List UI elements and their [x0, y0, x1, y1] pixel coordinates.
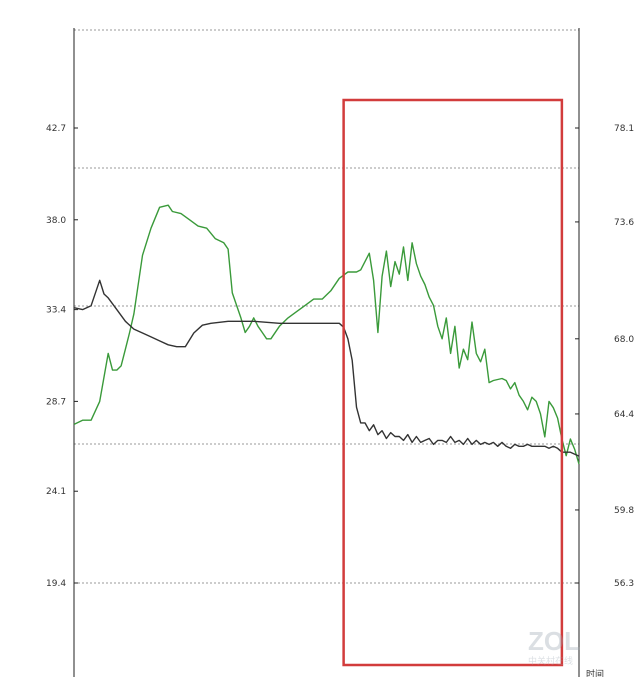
left-tick-label: 33.4 — [46, 306, 66, 316]
series-line-2 — [73, 279, 580, 457]
series-lines — [73, 204, 580, 465]
left-tick-label: 38.0 — [46, 216, 66, 226]
axis-ticks: 42.7 38.0 33.4 28.7 24.1 19.4 78.1 73.6 68.0 64.4… — [46, 124, 634, 589]
right-tick-label: 59.8 — [614, 506, 634, 516]
watermark: ZOL 中关村在线 — [528, 626, 580, 666]
series-line-1 — [73, 204, 580, 465]
watermark-subtitle: 中关村在线 — [528, 655, 573, 666]
highlight-box — [342, 98, 564, 667]
left-tick-label: 42.7 — [46, 124, 66, 134]
left-tick-label: 19.4 — [46, 579, 66, 589]
x-axis-label: 时间 — [586, 668, 604, 677]
right-tick-label: 73.6 — [614, 218, 634, 228]
right-tick-label: 56.3 — [614, 579, 634, 589]
left-tick-label: 28.7 — [46, 397, 66, 407]
highlight-rect — [342, 98, 564, 667]
right-tick-label: 64.4 — [614, 410, 634, 420]
left-tick-label: 24.1 — [46, 487, 66, 497]
right-tick-label: 78.1 — [614, 124, 634, 134]
gridlines — [74, 29, 579, 584]
right-tick-label: 68.0 — [614, 335, 634, 345]
watermark-logo: ZOL — [528, 626, 580, 656]
